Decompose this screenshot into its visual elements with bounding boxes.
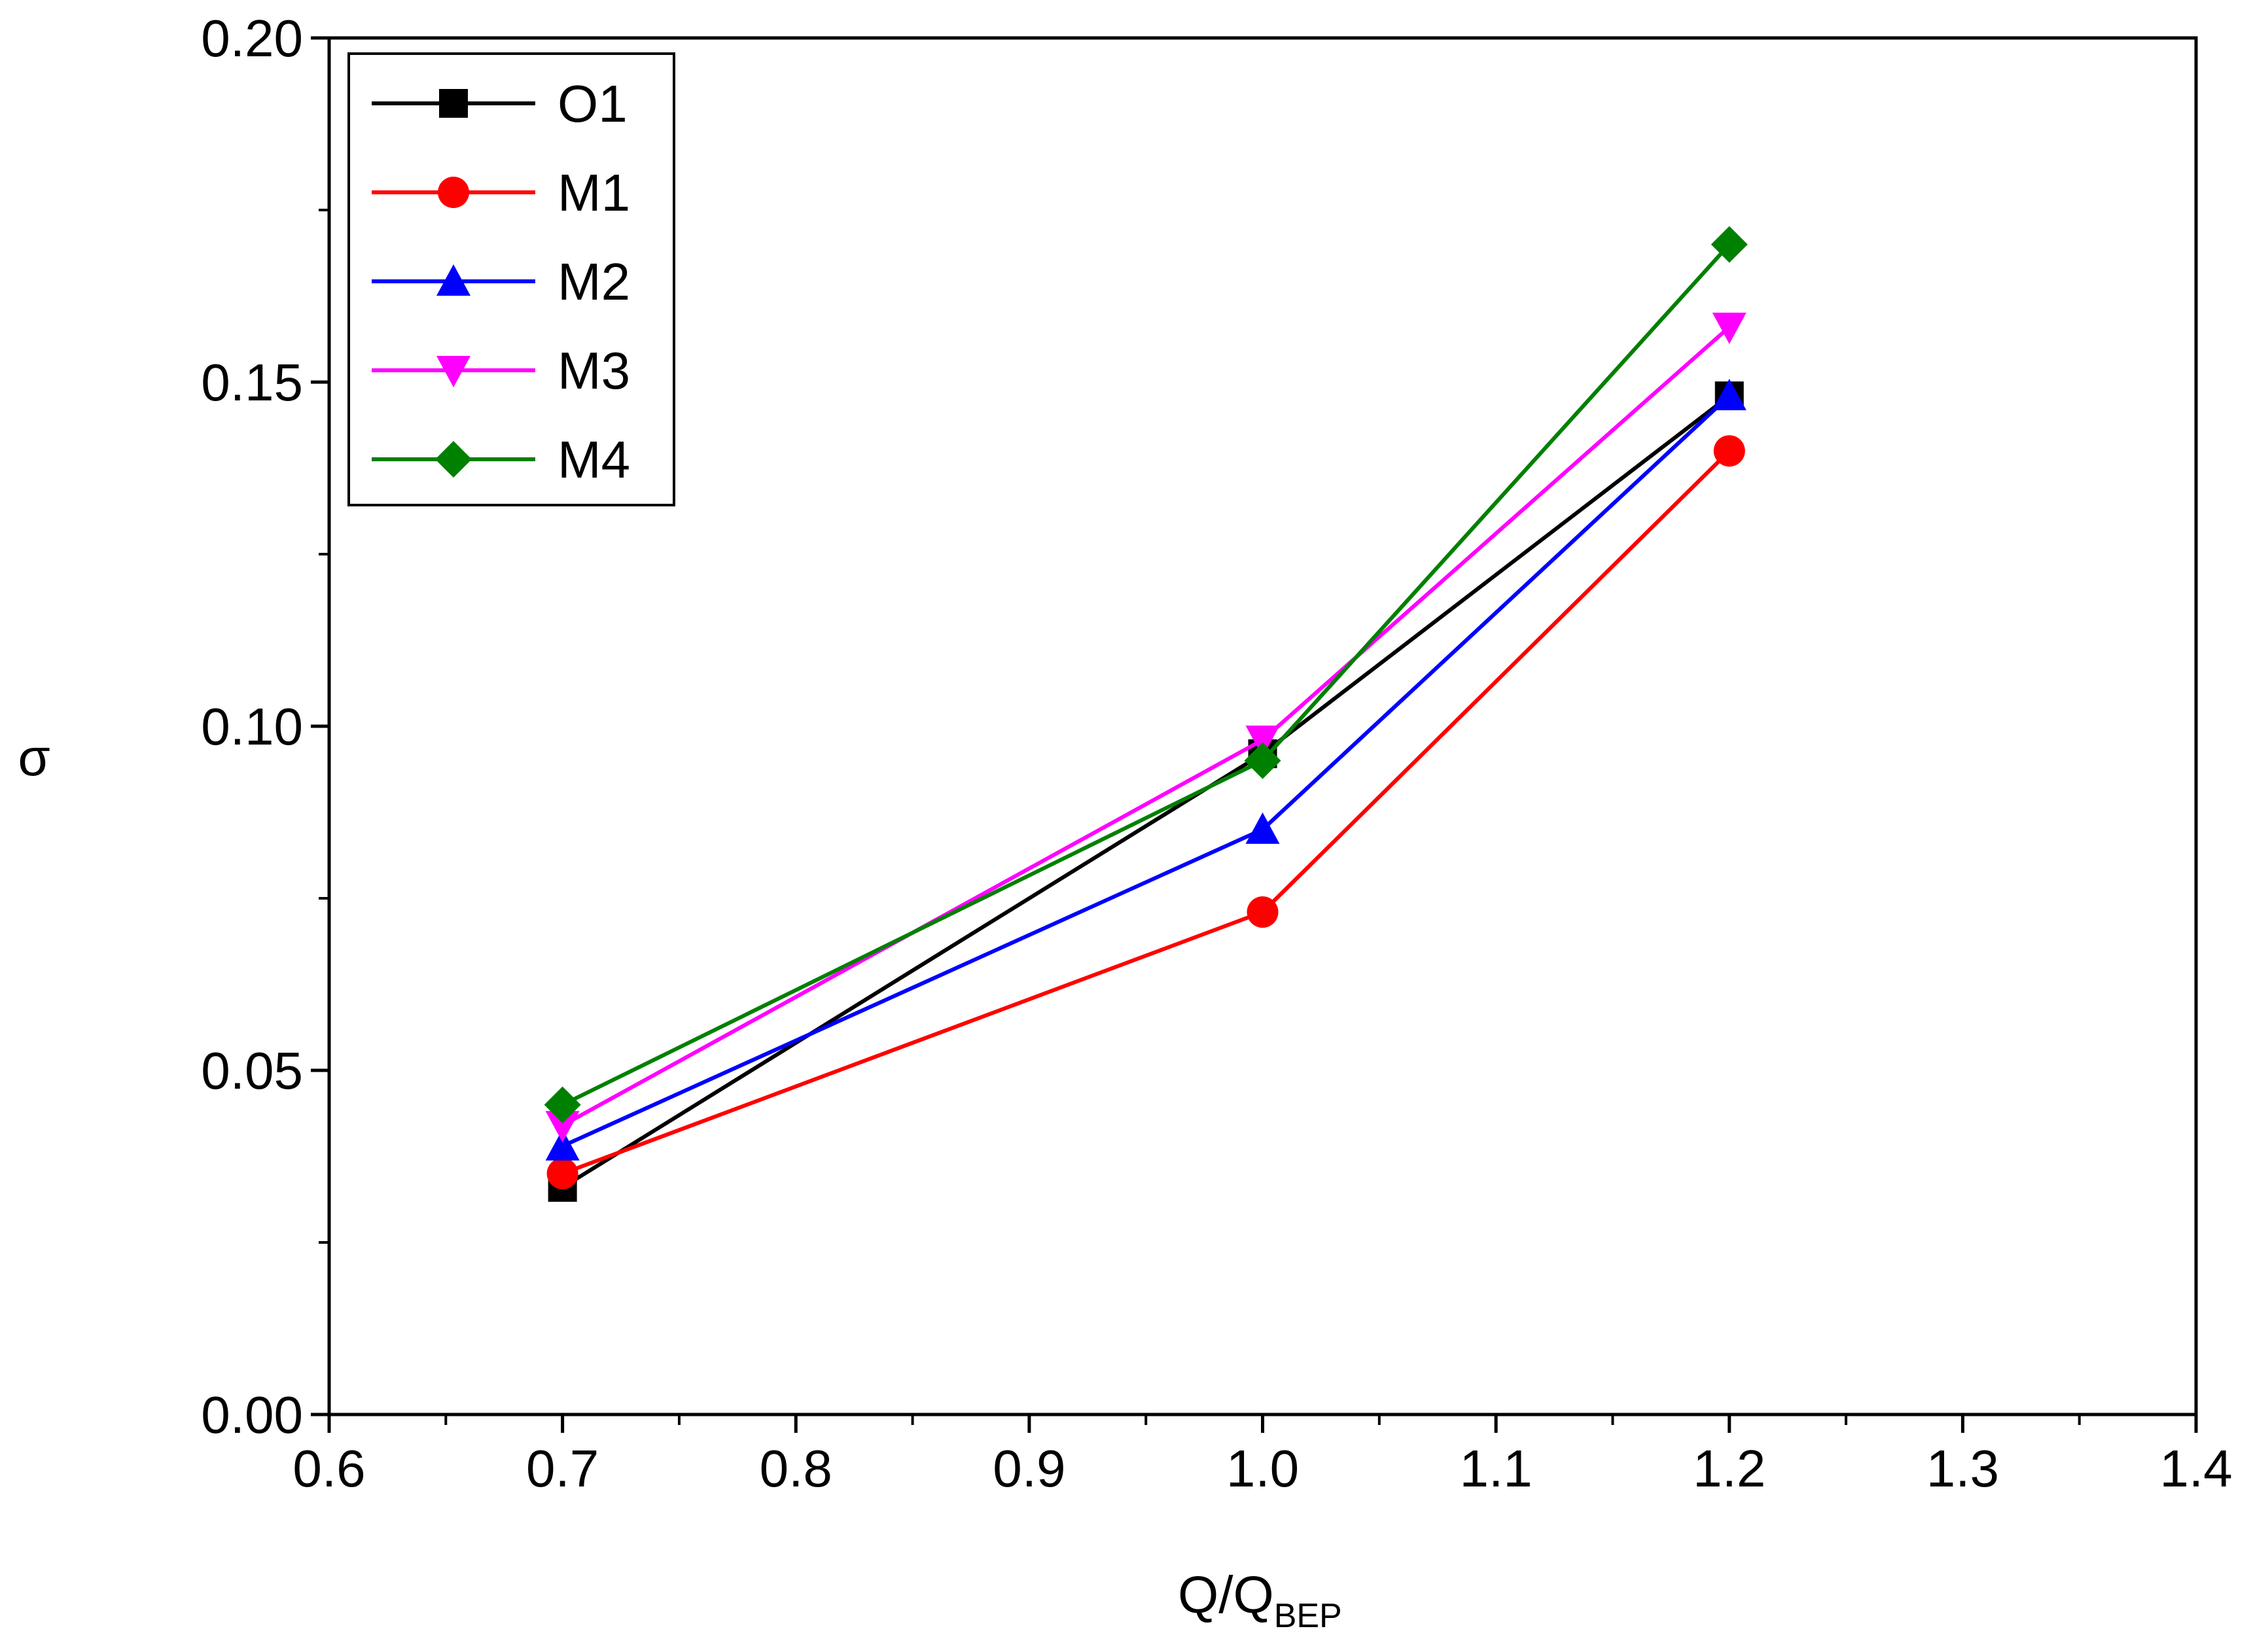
legend-label-m2: M2 [558,253,630,311]
data-point-m1 [546,1157,578,1189]
data-point-m4 [1711,226,1748,263]
legend-entry-m1: M1 [372,164,630,222]
x-tick-label: 1.3 [1926,1439,1999,1498]
data-point-m3 [1245,726,1280,758]
x-tick-label: 0.6 [293,1439,365,1498]
legend-label-o1: O1 [558,75,628,133]
data-point-m2 [545,1129,580,1161]
data-point-m2 [1245,812,1280,844]
y-tick-label: 0.10 [201,697,303,756]
legend-entry-m4: M4 [372,431,630,489]
legend-entry-m2: M2 [372,253,630,311]
x-tick-label: 0.9 [993,1439,1065,1498]
legend-marker-m2 [436,264,470,296]
data-point-m1 [1713,435,1745,467]
series-o1 [548,381,1744,1202]
series-m1 [546,435,1745,1189]
x-tick-label: 1.0 [1226,1439,1299,1498]
x-tick-label: 1.1 [1460,1439,1533,1498]
x-tick-label: 1.2 [1693,1439,1765,1498]
series-m2 [545,379,1747,1161]
legend-marker-m1 [438,177,469,208]
y-axis-title: σ [18,728,50,786]
x-tick-label: 0.8 [760,1439,832,1498]
data-point-m2 [1712,379,1747,411]
data-point-m3 [1712,312,1747,344]
legend-marker-m4 [435,441,472,478]
series-m4 [544,226,1748,1123]
legend-label-m1: M1 [558,164,630,222]
legend: O1 M1 M2 M3 M4 [347,52,675,506]
y-tick-label: 0.00 [201,1386,303,1444]
legend-entry-m3: M3 [372,342,630,400]
series-m3 [545,312,1747,1143]
legend-marker-o1 [439,89,468,118]
y-tick-label: 0.15 [201,353,303,412]
x-axis: 0.6 0.7 0.8 0.9 1.0 1.1 1.2 1.3 1.4 [293,1415,2233,1498]
series-line-m2 [561,394,1731,1148]
x-tick-label: 0.7 [526,1439,599,1498]
series-layer [544,226,1748,1202]
y-tick-label: 0.05 [201,1042,303,1100]
data-point-m1 [1247,896,1279,928]
y-axis: 0.00 0.05 0.10 0.15 0.20 [201,9,329,1444]
x-tick-label: 1.4 [2159,1439,2232,1498]
legend-label-m3: M3 [558,342,630,400]
x-axis-title-subscript: BEP [1274,1597,1342,1635]
data-point-m3 [545,1111,580,1143]
legend-label-m4: M4 [558,431,630,489]
series-line-m3 [561,325,1731,1127]
legend-entry-o1: O1 [372,75,628,133]
y-tick-label: 0.20 [201,9,303,67]
data-point-m4 [1244,742,1281,779]
x-axis-title: Q/QBEP [1178,1566,1342,1635]
data-point-m4 [544,1086,581,1123]
series-line-m4 [561,243,1731,1107]
legend-marker-m3 [436,356,470,387]
